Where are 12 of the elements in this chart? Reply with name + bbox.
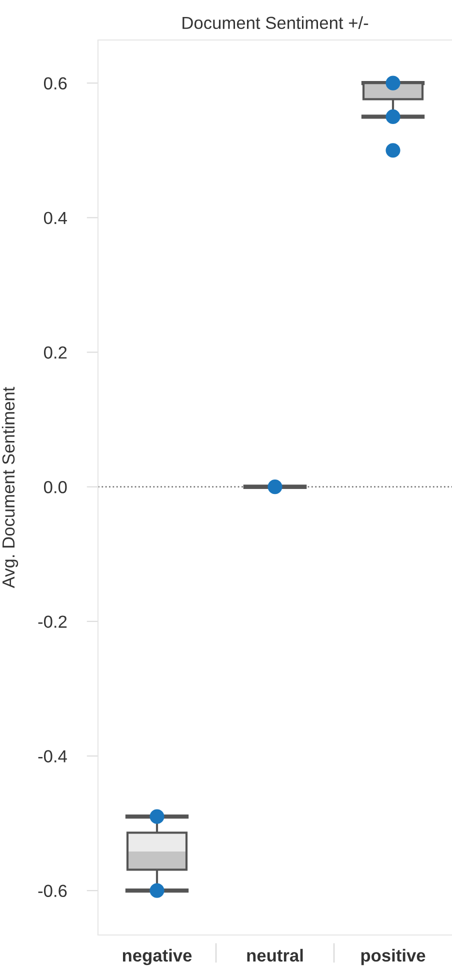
x-tick-label: positive bbox=[361, 948, 426, 966]
y-tick-label: 0.2 bbox=[44, 346, 67, 359]
y-axis-title: Avg. Document Sentiment bbox=[2, 386, 18, 588]
y-tick-label: 0.0 bbox=[44, 480, 67, 494]
x-tick-label: negative bbox=[122, 948, 192, 966]
y-tick-label: -0.6 bbox=[38, 884, 67, 898]
y-tick-label: -0.4 bbox=[38, 750, 67, 762]
y-tick-label: -0.2 bbox=[38, 616, 67, 628]
y-tick-label: 0.6 bbox=[44, 77, 67, 90]
y-tick-label: 0.4 bbox=[44, 212, 67, 224]
chart-title: Document Sentiment +/- bbox=[182, 16, 368, 30]
x-tick-label: neutral bbox=[247, 948, 303, 962]
